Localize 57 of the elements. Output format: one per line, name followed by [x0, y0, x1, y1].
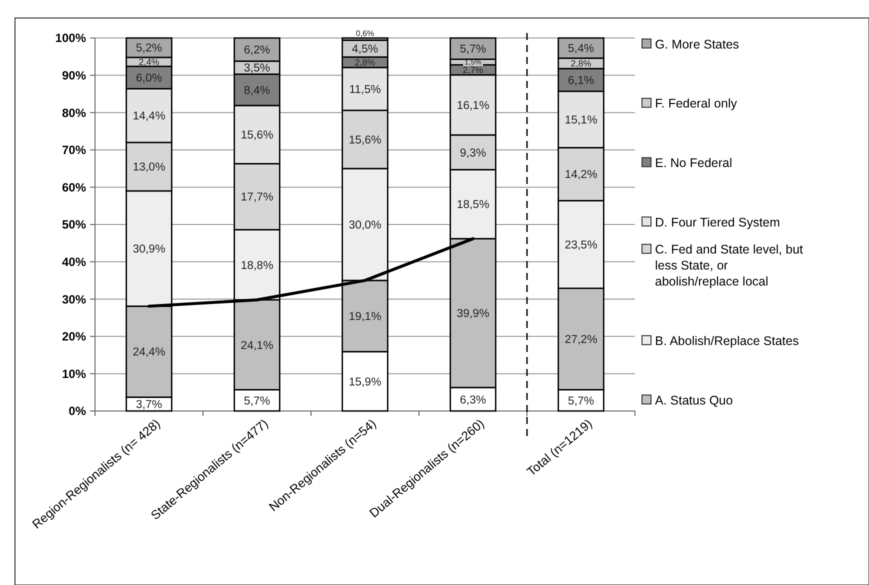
data-label: 2,8%	[570, 58, 592, 69]
data-label: 5,7%	[460, 44, 486, 56]
data-label: 14,4%	[132, 110, 166, 123]
data-label: 6,3%	[460, 394, 486, 406]
legend-label: C. Fed and State level, but less State, or abolish/replace local	[655, 242, 804, 289]
y-tick-label: 50%	[62, 218, 86, 232]
data-label: 2,7%	[462, 65, 484, 76]
y-tick-label: 10%	[62, 366, 86, 381]
data-label: 18,8%	[240, 260, 274, 272]
data-label: 23,5%	[564, 239, 598, 252]
data-label: 2,4%	[138, 57, 160, 68]
data-label: 30,0%	[348, 220, 382, 232]
legend-label: G. More States	[655, 37, 740, 52]
data-label: 30,9%	[132, 244, 166, 256]
data-label: 9,3%	[460, 147, 486, 160]
y-tick-label: 60%	[62, 180, 86, 194]
data-label: 6,0%	[136, 72, 162, 85]
data-label: 17,7%	[240, 192, 274, 204]
data-label: 14,2%	[564, 169, 598, 182]
data-label: 3,7%	[136, 399, 162, 412]
y-tick-label: 20%	[62, 330, 86, 344]
data-label: 2,8%	[354, 57, 376, 68]
legend-label: D. Four Tiered System	[655, 215, 780, 230]
data-label: 16,1%	[456, 100, 490, 112]
legend-label: A. Status Quo	[655, 393, 733, 408]
data-label: 13,0%	[132, 162, 166, 174]
data-label: 19,1%	[348, 311, 382, 324]
data-label: 5,4%	[568, 43, 594, 56]
y-tick-label: 30%	[62, 292, 86, 306]
data-label: 5,7%	[244, 395, 270, 408]
data-label: 27,2%	[564, 334, 598, 346]
y-tick-label: 80%	[62, 106, 86, 120]
y-tick-label: 70%	[62, 143, 86, 158]
data-label: 15,6%	[348, 134, 382, 146]
data-label: 8,4%	[244, 84, 270, 97]
data-label: 39,9%	[456, 308, 490, 320]
data-label: 24,4%	[132, 346, 166, 359]
y-tick-label: 100%	[55, 31, 86, 46]
data-label: 24,1%	[240, 340, 274, 352]
legend-label: F. Federal only	[655, 96, 738, 111]
data-label: 5,2%	[136, 42, 162, 55]
y-tick-label: 0%	[68, 404, 86, 418]
y-tick-label: 90%	[62, 68, 86, 82]
data-label: 15,9%	[348, 376, 382, 388]
data-label: 15,6%	[240, 130, 274, 142]
data-label: 15,1%	[564, 114, 598, 127]
data-label: 18,5%	[456, 199, 490, 212]
y-tick-label: 40%	[62, 255, 86, 269]
data-label: 6,2%	[244, 44, 270, 57]
data-label: 11,5%	[349, 84, 381, 96]
legend-label: E. No Federal	[655, 156, 732, 170]
legend-label: B. Abolish/Replace States	[655, 334, 799, 348]
data-label: 0,6%	[356, 29, 374, 38]
data-label: 3,5%	[244, 62, 270, 75]
data-label: 5,7%	[568, 395, 594, 408]
data-label: 6,1%	[568, 74, 594, 87]
data-label: 4,5%	[352, 44, 378, 56]
